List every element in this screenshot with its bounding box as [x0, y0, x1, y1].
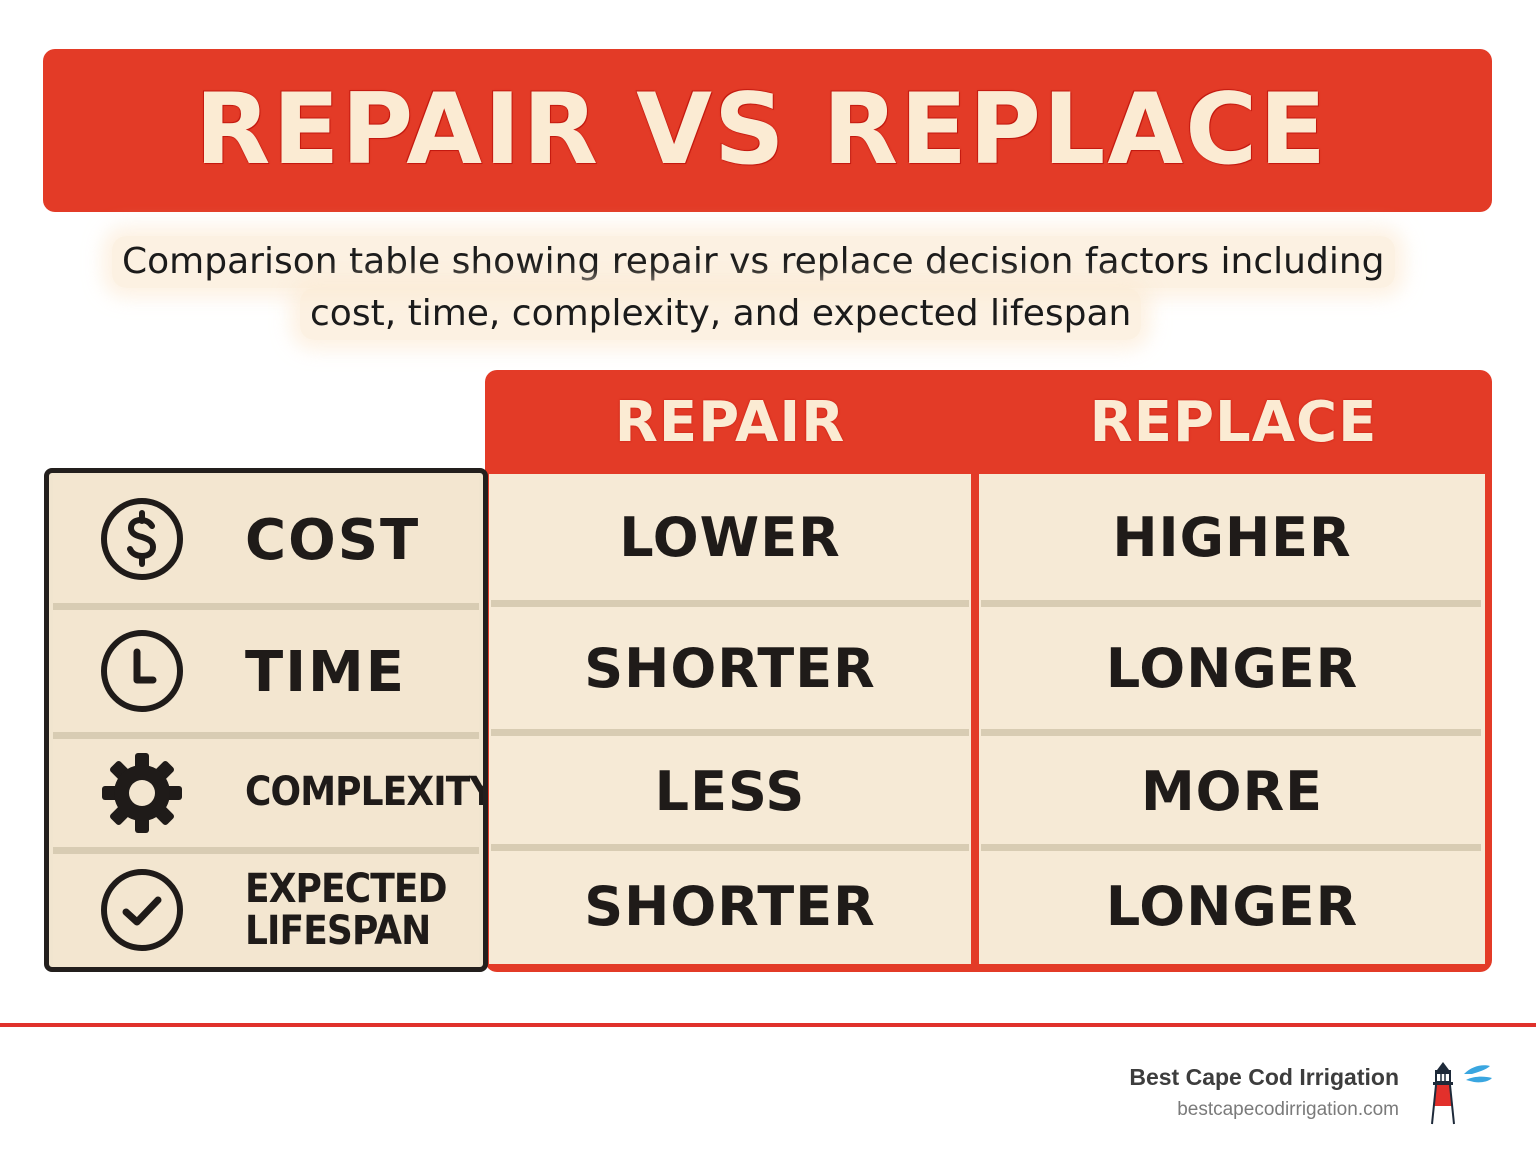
factor-row-cost: COST	[53, 475, 479, 603]
check-circle-icon	[99, 867, 185, 953]
row-divider	[53, 732, 479, 739]
cell-repair-time: SHORTER	[584, 636, 876, 700]
replace-column: HIGHER LONGER MORE LONGER	[979, 474, 1485, 964]
cell-replace-lifespan: LONGER	[1105, 874, 1359, 938]
comparison-table: REPAIR REPLACE LOWER SHORTER LESS SHORTE…	[485, 370, 1492, 972]
dollar-circle-icon	[99, 496, 185, 582]
cell-repair-lifespan: SHORTER	[584, 874, 876, 938]
cell-replace-complexity: MORE	[1140, 759, 1324, 823]
row-divider	[491, 600, 969, 607]
row-divider	[491, 729, 969, 736]
row-divider	[981, 844, 1481, 851]
brand-url: bestcapecodirrigation.com	[1177, 1099, 1399, 1120]
footer-divider	[0, 1023, 1536, 1027]
factor-label-complexity: COMPLEXITY	[245, 769, 488, 815]
title-banner: REPAIR VS REPLACE	[43, 49, 1492, 212]
factor-label-line-1: EXPECTED	[245, 866, 447, 912]
factor-label-time: TIME	[245, 640, 407, 705]
cell-repair-complexity: LESS	[654, 759, 806, 823]
row-divider	[491, 844, 969, 851]
row-divider	[53, 603, 479, 610]
clock-icon	[99, 628, 185, 714]
row-divider	[981, 729, 1481, 736]
cell-replace-cost: HIGHER	[1112, 505, 1352, 569]
lighthouse-sprinkler-icon	[1428, 1056, 1500, 1128]
cell-replace-time: LONGER	[1105, 636, 1359, 700]
column-header-replace: REPLACE	[1089, 389, 1378, 455]
cell-repair-cost: LOWER	[619, 505, 841, 569]
subtitle-line-1: Comparison table showing repair vs repla…	[112, 236, 1395, 288]
factor-label-expected-lifespan: EXPECTED LIFESPAN	[245, 868, 447, 952]
factor-row-complexity: COMPLEXITY	[53, 739, 483, 847]
column-header-repair: REPAIR	[614, 389, 846, 455]
repair-column: LOWER SHORTER LESS SHORTER	[489, 474, 971, 964]
factor-label-cost: COST	[245, 508, 421, 573]
factor-row-time: TIME	[53, 610, 479, 732]
page-title: REPAIR VS REPLACE	[195, 73, 1329, 187]
row-divider	[53, 847, 479, 854]
row-divider	[981, 600, 1481, 607]
factor-label-line-2: LIFESPAN	[245, 908, 431, 954]
brand-name: Best Cape Cod Irrigation	[1129, 1064, 1399, 1090]
subtitle-line-2: cost, time, complexity, and expected lif…	[300, 288, 1142, 340]
gear-icon	[99, 750, 185, 836]
factor-panel: COST TIME	[44, 468, 488, 972]
factor-row-expected-lifespan: EXPECTED LIFESPAN	[53, 854, 479, 967]
